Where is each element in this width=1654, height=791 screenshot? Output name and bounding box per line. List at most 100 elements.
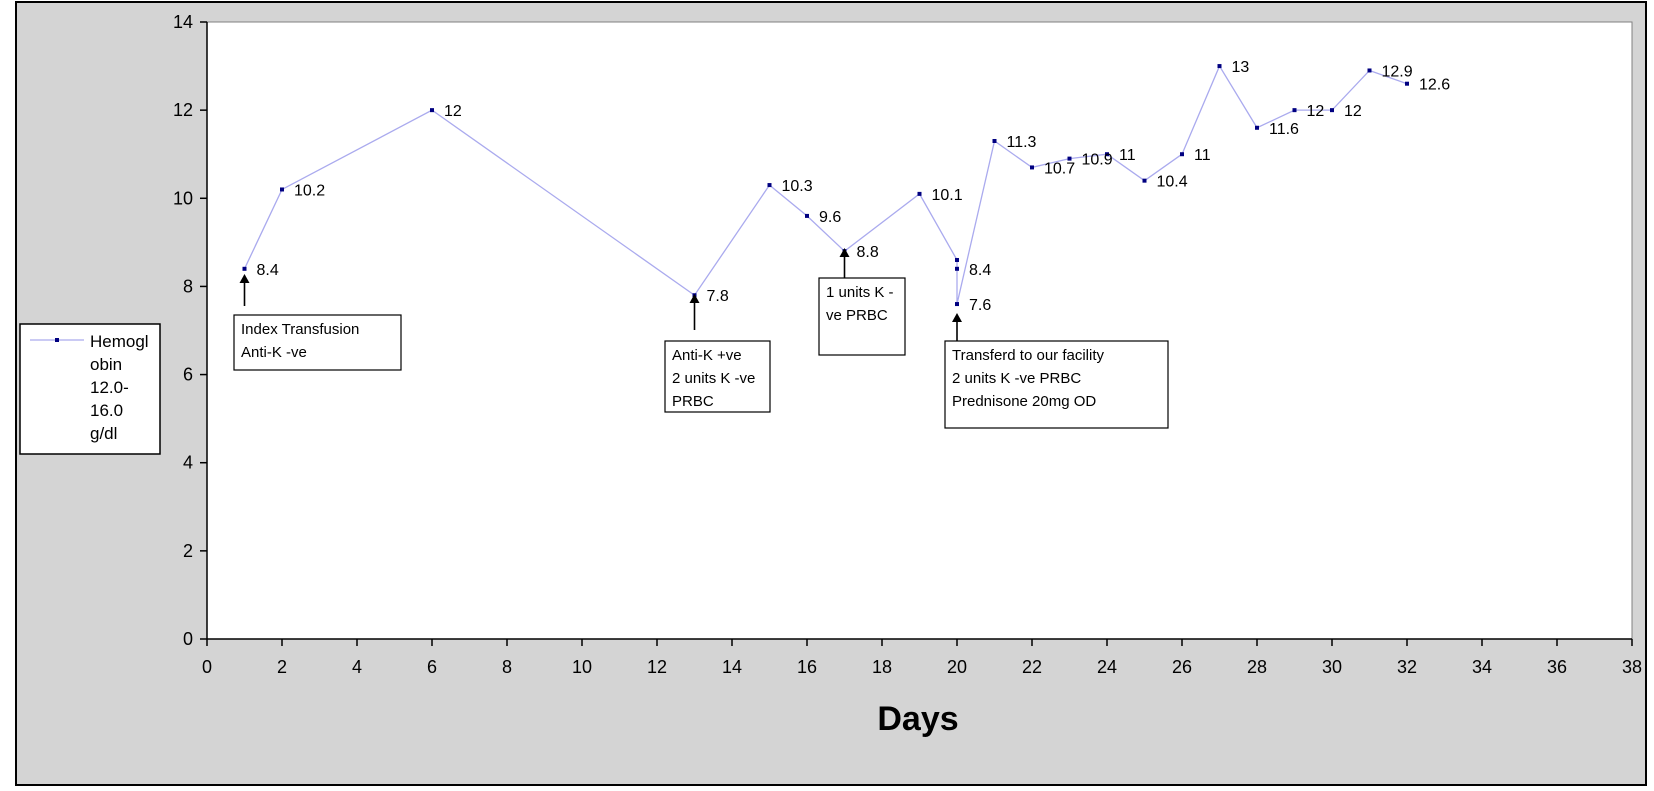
x-tick-label: 6 [427,657,437,677]
x-tick-label: 20 [947,657,967,677]
data-point [767,183,772,188]
data-point [1067,156,1072,161]
legend-label: 12.0- [90,378,129,397]
y-tick-label: 2 [183,541,193,561]
annotation-note: Index Transfusion Anti-K -ve [233,274,402,371]
x-tick-label: 38 [1622,657,1642,677]
x-tick-label: 4 [352,657,362,677]
y-tick-label: 14 [173,12,193,32]
data-point [955,266,959,271]
data-point [1255,125,1259,130]
annotation-box [233,314,402,371]
y-tick-label: 0 [183,629,193,649]
y-tick-label: 12 [173,100,193,120]
annotation-text: Prednisone 20mg OD [952,393,1096,410]
data-label: 11.6 [1269,121,1299,138]
data-point [992,138,997,143]
legend-label: obin [90,355,122,374]
data-point [955,302,959,307]
data-label: 7.8 [707,288,729,305]
data-point [1180,152,1184,157]
annotation-text: Anti-K -ve [241,344,307,361]
x-tick-label: 0 [202,657,212,677]
x-tick-label: 18 [872,657,892,677]
x-tick-label: 22 [1022,657,1042,677]
x-tick-label: 32 [1397,657,1417,677]
data-labels: 8.4 10.2 12 7.8 10.3 9.6 8.8 10.1 8.4 7.6 11.3 10.7… [257,59,1451,314]
x-tick-label: 28 [1247,657,1267,677]
data-label: 10.3 [782,178,813,195]
data-label: 8.4 [969,262,991,279]
data-point [1142,178,1147,183]
legend: Hemogl obin 12.0- 16.0 g/dl [19,323,161,455]
data-point [280,187,284,192]
x-tick-label: 24 [1097,657,1117,677]
annotation-text: 2 units K -ve [672,370,755,387]
y-tick-label: 4 [183,453,193,473]
annotation-note: Anti-K +ve 2 units K -ve PRBC [664,294,771,413]
data-label: 12.9 [1382,63,1413,80]
data-label: 10.1 [932,187,963,204]
x-tick-label: 36 [1547,657,1567,677]
data-point [1217,64,1222,69]
x-tick-label: 34 [1472,657,1492,677]
data-label: 12 [1307,103,1325,120]
data-point [805,213,809,218]
annotation-note: Transferd to our facility 2 units K -ve P… [944,313,1169,429]
data-label: 8.4 [257,262,279,279]
x-tick-label: 8 [502,657,512,677]
annotation-text: Index Transfusion [241,321,359,338]
data-label: 10.7 [1044,160,1075,177]
data-point [1405,81,1409,86]
data-label: 13 [1232,59,1250,76]
annotations: Index Transfusion Anti-K -ve Anti-K +ve 2 u… [233,248,1169,429]
annotation-text: 2 units K -ve PRBC [952,370,1081,387]
annotation-box [818,277,906,356]
data-label: 10.9 [1082,152,1113,169]
data-point [1292,108,1297,113]
annotation-text: Anti-K +ve [672,347,742,364]
y-tick-label: 10 [173,188,193,208]
data-label: 12 [444,103,462,120]
legend-label: Hemogl [90,332,149,351]
data-label: 9.6 [819,209,841,226]
data-label: 7.6 [969,297,991,314]
data-point [430,108,434,113]
arrow-head [239,274,250,283]
data-point [1030,165,1034,170]
data-label: 11.3 [1007,134,1037,151]
arrow-head [952,313,962,322]
legend-label: 16.0 [90,401,123,420]
y-tick-label: 8 [183,276,193,296]
x-tick-label: 16 [797,657,817,677]
x-tick-label: 30 [1322,657,1342,677]
annotation-box [944,340,1169,429]
legend-box [19,323,161,455]
y-tick-label: 6 [183,365,193,385]
x-axis-title: Days [877,700,958,738]
x-tick-label: 14 [722,657,742,677]
data-label: 11 [1119,147,1136,164]
legend-label: g/dl [90,424,117,443]
data-point [1105,152,1109,157]
data-point [1367,68,1372,73]
data-label: 12 [1344,103,1362,120]
annotation-text: PRBC [672,393,714,410]
data-point [917,191,922,196]
arrow-head [689,294,700,303]
data-label: 8.8 [857,244,879,261]
annotation-note: 1 units K - ve PRBC [818,248,906,356]
series-hemoglobin [242,64,1409,307]
data-point [242,266,247,271]
x-tick-label: 10 [572,657,592,677]
annotation-text: 1 units K - [826,284,894,301]
legend-marker [55,338,59,342]
data-label: 12.6 [1419,77,1450,94]
annotation-box [664,340,771,413]
data-label: 10.4 [1157,174,1188,191]
x-tick-label: 2 [277,657,287,677]
plot-area [206,21,1633,640]
annotation-text: ve PRBC [826,307,888,324]
